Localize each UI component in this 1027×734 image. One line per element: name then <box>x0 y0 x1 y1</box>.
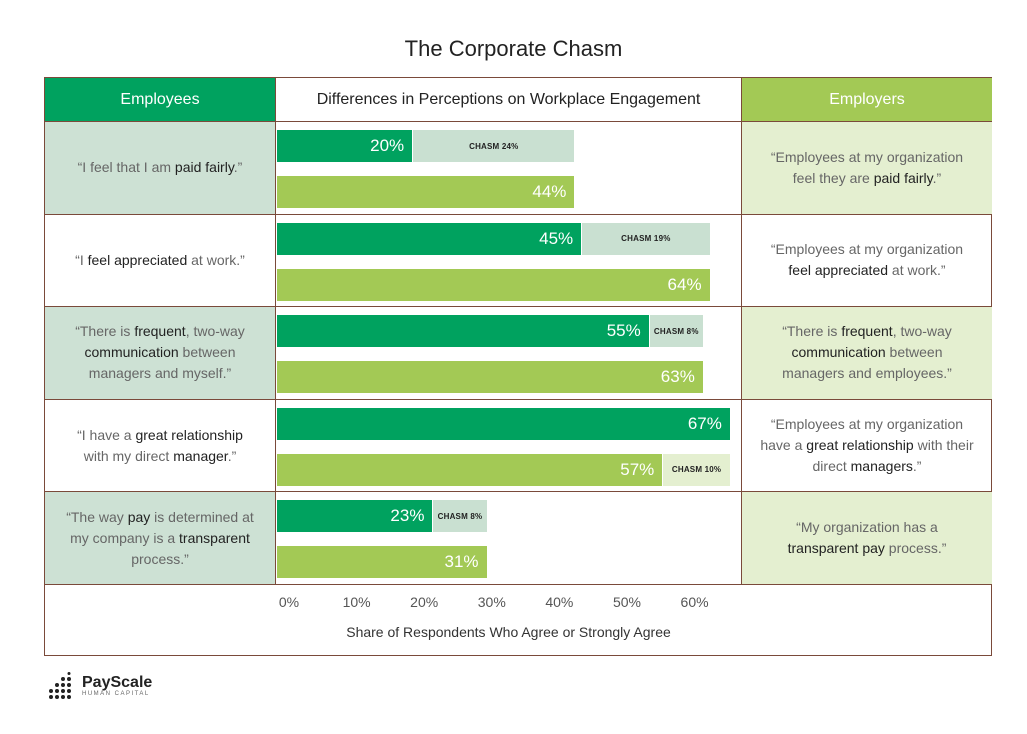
employee-quote-2: “I feel appreciated at work.” <box>45 213 275 307</box>
employer-bar-2: 64% <box>277 268 710 301</box>
x-tick-60: 60% <box>680 594 709 610</box>
employer-bar-3: 63% <box>277 361 703 394</box>
axis-divider <box>45 584 991 585</box>
x-tick-10: 10% <box>342 594 371 610</box>
x-tick-40: 40% <box>545 594 574 610</box>
employee-bar-5: 23% <box>277 500 433 533</box>
employee-quote-1: “I feel that I am paid fairly.” <box>45 121 275 214</box>
employee-quote-3: “There is frequent, two-way communicatio… <box>45 306 275 399</box>
employer-quote-3: “There is frequent, two-way communicatio… <box>742 306 992 399</box>
bar-plot: 20% 44% CHASM 24% 45% 64% CHASM 19% 55% 63% CHAS… <box>277 121 740 584</box>
employee-quote-5: “The way pay is determined at my company… <box>45 491 275 584</box>
employer-quote-5: “My organization has a transparent pay p… <box>742 491 992 584</box>
logo-name: PayScale <box>82 674 153 691</box>
employee-bar-2: 45% <box>277 222 582 255</box>
x-tick-20: 20% <box>410 594 439 610</box>
employee-bar-4: 67% <box>277 407 730 440</box>
chart-title: The Corporate Chasm <box>404 36 623 61</box>
employer-bar-5: 31% <box>277 546 487 579</box>
employer-quotes-column: “Employees at my organization feel they … <box>741 121 992 584</box>
chasm-label-4: CHASM 10% <box>663 453 730 486</box>
chasm-label-2: CHASM 19% <box>582 222 710 255</box>
employers-header: Employers <box>741 78 992 121</box>
logo-subtitle: HUMAN CAPITAL <box>82 691 150 697</box>
x-tick-50: 50% <box>612 594 641 610</box>
x-axis-label: Share of Respondents Who Agree or Strong… <box>346 624 671 640</box>
perceptions-header: Differences in Perceptions on Workplace … <box>276 78 741 121</box>
employer-bar-1: 44% <box>277 176 575 208</box>
employee-bar-1: 20% <box>277 130 413 162</box>
employee-bar-3: 55% <box>277 315 649 348</box>
employer-quote-1: “Employees at my organization feel they … <box>742 121 992 214</box>
x-tick-0: 0% <box>278 594 300 610</box>
chasm-label-1: CHASM 24% <box>413 130 575 162</box>
employee-quote-4: “I have a great relationship with my dir… <box>45 398 275 492</box>
employer-bar-4: 57% <box>277 453 663 486</box>
row-dividers <box>276 121 741 584</box>
employees-header: Employees <box>45 78 276 121</box>
payscale-dots-icon <box>49 672 71 699</box>
employer-quote-4: “Employees at my organization have a gre… <box>742 398 992 492</box>
chasm-label-5: CHASM 8% <box>433 500 487 533</box>
payscale-logo: PayScale HUMAN CAPITAL <box>48 672 152 700</box>
employer-quote-2: “Employees at my organization feel appre… <box>742 213 992 307</box>
employee-quotes-column: “I feel that I am paid fairly.” “I feel a… <box>45 121 276 584</box>
chart-frame: Employees Differences in Perceptions on … <box>44 77 992 656</box>
chasm-label-3: CHASM 8% <box>649 315 703 348</box>
x-tick-30: 30% <box>477 594 506 610</box>
